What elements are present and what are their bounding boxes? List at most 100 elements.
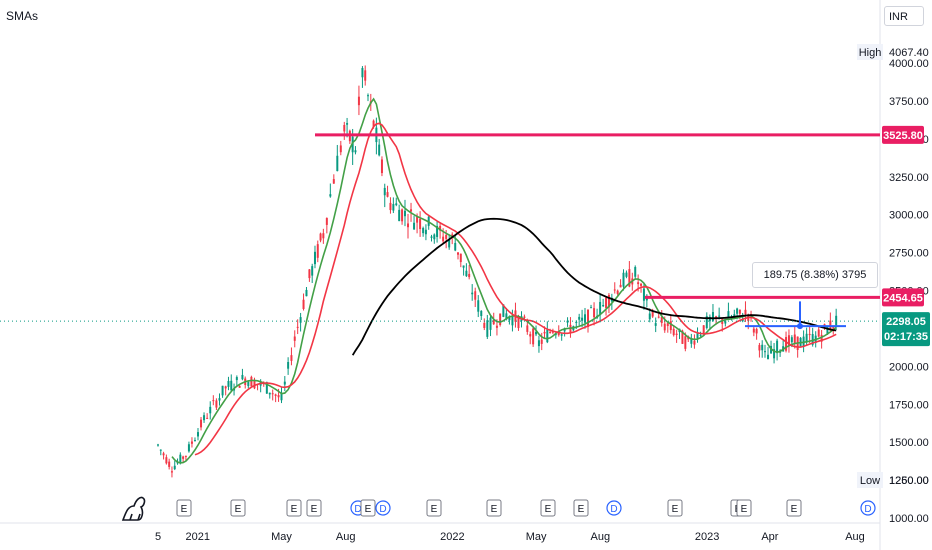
candle-body	[173, 465, 176, 470]
candle-body	[474, 291, 477, 300]
candle-body	[299, 317, 302, 323]
measure-anchor-dot[interactable]	[797, 323, 803, 330]
earnings-event-label: E	[672, 504, 679, 515]
last-price-value: 2298.05	[886, 316, 926, 328]
dividend-event-icon[interactable]	[606, 500, 622, 516]
candle-body	[200, 419, 203, 428]
candle-body	[578, 316, 581, 320]
candle-body	[433, 234, 436, 240]
brand-logo-icon	[121, 496, 146, 521]
candle-body	[389, 202, 392, 211]
candle-body	[532, 328, 535, 345]
candle-body	[184, 455, 187, 457]
candle-body	[651, 311, 654, 317]
candle-body	[416, 216, 419, 223]
bar-countdown: 02:17:35	[884, 331, 928, 343]
dividend-event-label: D	[354, 504, 361, 515]
earnings-event-icon[interactable]	[426, 499, 442, 517]
dividend-event-label: D	[610, 504, 617, 515]
earnings-event-icon[interactable]	[176, 499, 192, 517]
earnings-event-icon[interactable]	[736, 499, 752, 517]
earnings-event-icon[interactable]	[486, 499, 502, 517]
candle-body	[773, 349, 776, 359]
candle-body	[361, 68, 364, 78]
earnings-event-icon[interactable]	[540, 499, 556, 517]
indicator-legend[interactable]: SMAs	[6, 9, 39, 23]
candle-body	[590, 307, 593, 309]
candle-body	[430, 236, 433, 238]
dividend-event-icon[interactable]	[860, 500, 876, 516]
candle-body	[193, 440, 196, 442]
candle-body	[465, 270, 468, 277]
candle-body	[238, 385, 241, 388]
earnings-event-icon[interactable]	[360, 499, 376, 517]
candle-body	[302, 299, 305, 309]
candle-body	[566, 320, 569, 323]
candle-body	[398, 209, 401, 222]
candle-body	[483, 322, 486, 328]
candle-body	[319, 233, 322, 241]
candle-body	[221, 385, 224, 396]
y-tick-label: 1750.00	[889, 399, 929, 411]
candle-body	[329, 194, 332, 197]
candle-body	[372, 120, 375, 127]
candle-body	[738, 309, 741, 314]
candle-body	[563, 328, 566, 332]
x-tick-label: May	[271, 531, 292, 543]
candle-body	[203, 415, 206, 421]
x-tick-label: 5	[155, 531, 161, 543]
candle-body	[322, 233, 325, 239]
candle-body	[663, 323, 666, 331]
earnings-event-label: E	[365, 504, 372, 515]
candle-body	[457, 252, 460, 255]
price-level-badge	[882, 288, 924, 307]
candle-body	[705, 316, 708, 329]
candle-body	[471, 292, 474, 295]
candle-body	[681, 330, 684, 344]
candle-body	[206, 417, 209, 419]
candle-body	[690, 338, 693, 344]
candle-body	[575, 321, 578, 323]
y-tick-label: 2000.00	[889, 361, 929, 373]
low-label: Low	[860, 475, 880, 487]
low-value: 1260.00	[889, 475, 929, 487]
candle-body	[613, 289, 616, 291]
earnings-event-icon[interactable]	[306, 499, 322, 517]
candle-body	[332, 179, 335, 184]
candle-body	[492, 320, 495, 325]
currency-selector[interactable]: INR	[884, 6, 924, 26]
candle-body	[811, 333, 814, 345]
x-tick-label: Aug	[845, 531, 865, 543]
candle-body	[511, 315, 514, 326]
earnings-event-icon[interactable]	[786, 499, 802, 517]
candle-body	[179, 454, 182, 464]
candle-body	[346, 123, 349, 125]
earnings-event-icon[interactable]	[286, 499, 302, 517]
earnings-event-icon[interactable]	[573, 499, 589, 517]
candle-body	[215, 400, 218, 408]
candle-body	[422, 227, 425, 234]
candle-body	[657, 316, 660, 318]
sma-long-line	[351, 217, 837, 356]
x-tick-label: May	[526, 531, 547, 543]
candle-body	[805, 333, 808, 343]
candle-body	[790, 337, 793, 343]
earnings-event-icon[interactable]	[667, 499, 683, 517]
dividend-event-icon[interactable]	[375, 500, 391, 516]
candle-body	[508, 316, 511, 321]
candle-body	[581, 317, 584, 321]
candle-body	[336, 155, 339, 172]
y-tick-label: 4000.00	[889, 58, 929, 70]
candle-body	[640, 283, 643, 286]
earnings-event-label: E	[545, 504, 552, 515]
candle-body	[168, 461, 171, 467]
candle-body	[733, 314, 736, 318]
earnings-event-icon[interactable]	[230, 499, 246, 517]
candle-body	[311, 266, 314, 276]
candle-body	[684, 336, 687, 349]
candle-body	[702, 325, 705, 334]
candle-body	[287, 362, 290, 369]
candle-body	[227, 380, 230, 387]
